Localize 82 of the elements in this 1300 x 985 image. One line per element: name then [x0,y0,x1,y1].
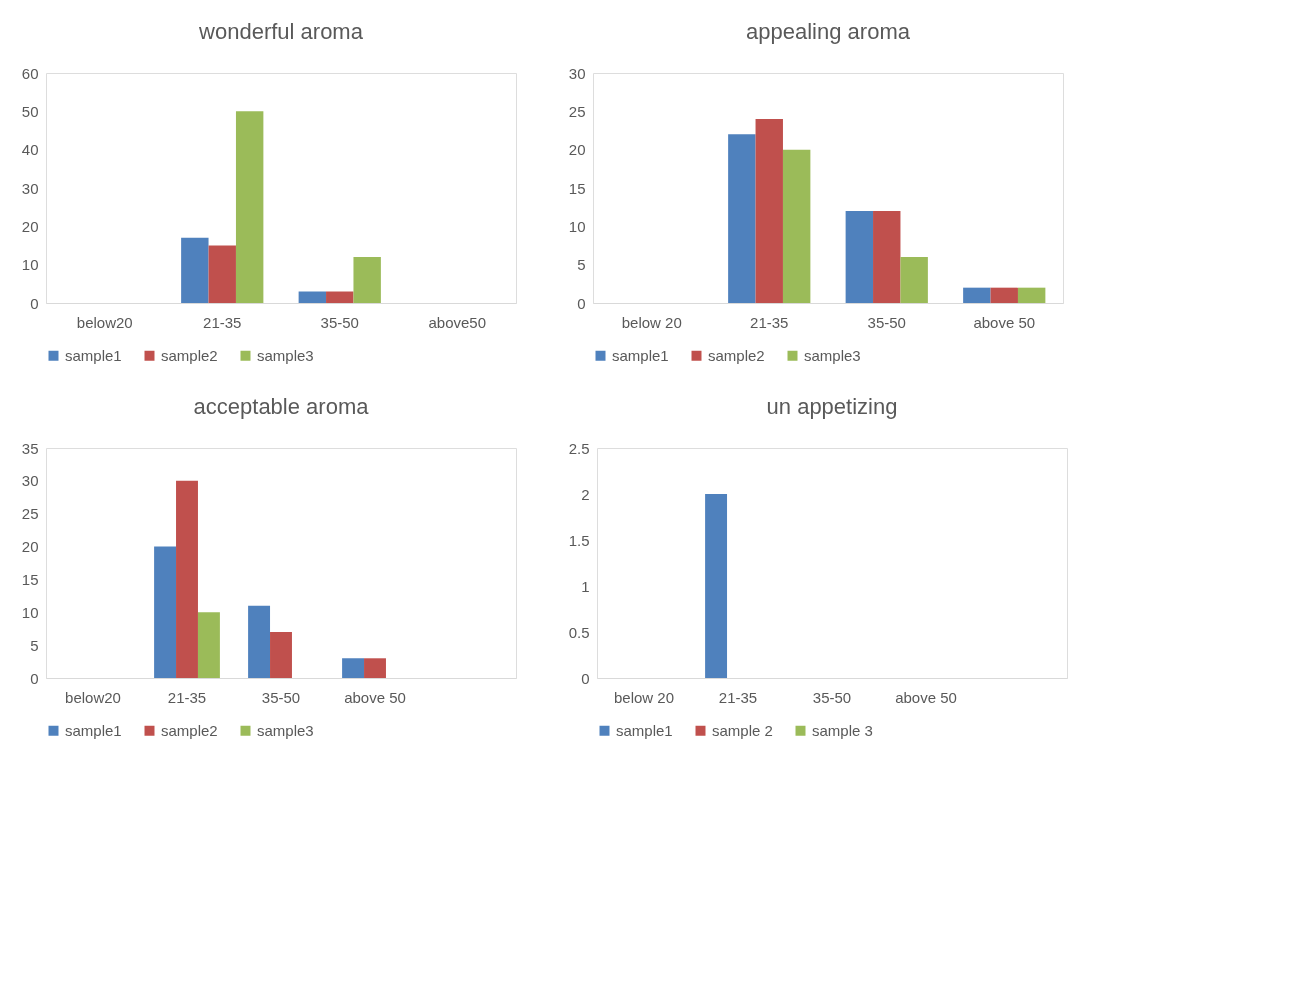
y-tick-label: 5 [577,256,586,274]
bar [728,134,756,303]
x-tick-label: below 20 [621,313,682,331]
y-tick-label: 20 [568,141,586,159]
x-tick-label: above 50 [973,313,1036,331]
x-tick-label: below20 [76,313,133,331]
y-tick-label: 30 [21,472,39,490]
y-tick-label: 1.5 [568,531,590,549]
y-tick-label: 25 [21,505,39,523]
y-tick-label: 15 [568,179,586,197]
bar [176,480,198,678]
bar [900,257,928,303]
y-tick-label: 30 [568,64,586,82]
chart-title: un appetizing [766,394,898,419]
x-tick-label: 35-50 [867,313,906,331]
x-tick-label: 35-50 [320,313,359,331]
legend-label: sample1 [65,346,122,364]
legend-label: sample3 [804,346,861,364]
bar [990,287,1018,303]
y-tick-label: 40 [21,141,39,159]
y-tick-label: 20 [21,538,39,556]
bar [755,119,783,303]
y-tick-label: 10 [21,256,39,274]
legend-label: sample1 [65,721,122,739]
bar [197,612,220,678]
y-tick-label: 5 [30,636,39,654]
chart-title: appealing aroma [746,19,911,44]
y-tick-label: 2.5 [568,439,590,457]
y-tick-label: 35 [21,439,39,457]
y-tick-label: 20 [21,217,39,235]
bar [235,111,264,303]
x-tick-label: 21-35 [718,688,758,706]
legend-label: sample2 [708,346,765,364]
y-tick-label: 1 [581,577,590,595]
legend-label: sample 2 [712,721,773,739]
x-tick-label: 35-50 [812,688,852,706]
legend-label: sample3 [257,346,314,364]
x-tick-label: 21-35 [167,688,207,706]
bar [326,291,354,303]
bar [248,605,271,678]
chart-title: acceptable aroma [193,394,370,419]
x-tick-label: below20 [65,688,121,706]
bar [270,632,292,678]
bar [298,291,327,303]
legend-label: sample 3 [812,721,873,739]
legend-label: sample1 [616,721,673,739]
legend-label: sample2 [161,346,218,364]
bar [963,287,991,303]
y-tick-label: 0 [581,669,590,687]
x-tick-label: above 50 [895,688,957,706]
y-tick-label: 0 [30,669,39,687]
x-tick-label: above50 [428,313,487,331]
bar [181,237,209,303]
bar [208,245,236,303]
bar [353,257,381,303]
y-tick-label: 60 [21,64,39,82]
bar [873,211,901,303]
y-tick-label: 0.5 [568,623,590,641]
x-tick-label: below 20 [613,688,675,706]
bar [845,211,874,303]
x-tick-label: 21-35 [203,313,242,331]
y-tick-label: 50 [21,102,39,120]
x-tick-label: 35-50 [261,688,301,706]
bar [342,658,365,678]
y-tick-label: 15 [21,570,39,588]
bar [364,658,386,678]
legend-label: sample2 [161,721,218,739]
y-tick-label: 10 [21,603,39,621]
x-tick-label: 21-35 [750,313,789,331]
chart-title: wonderful aroma [198,19,364,44]
bar [782,149,811,303]
legend-label: sample1 [612,346,669,364]
y-tick-label: 25 [568,102,586,120]
y-tick-label: 0 [577,294,586,312]
y-tick-label: 10 [568,217,586,235]
bar [1017,287,1046,303]
bar [154,546,177,678]
y-tick-label: 0 [30,294,39,312]
x-tick-label: above 50 [344,688,406,706]
y-tick-label: 30 [21,179,39,197]
legend-label: sample3 [257,721,314,739]
y-tick-label: 2 [581,485,590,503]
